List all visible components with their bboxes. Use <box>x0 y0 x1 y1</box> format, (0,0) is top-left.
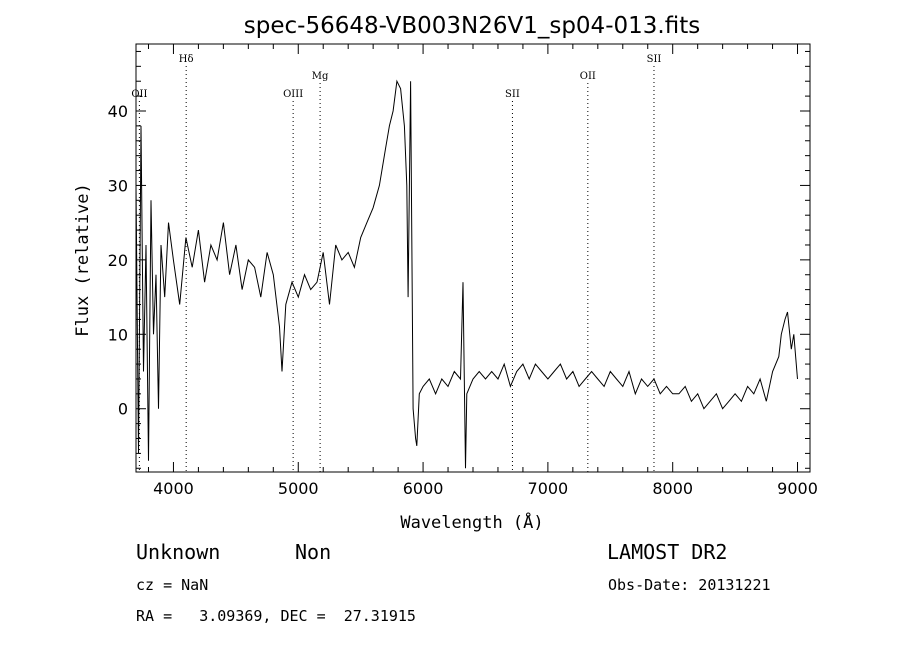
x-tick-label: 7000 <box>528 479 569 498</box>
x-tick-label: 9000 <box>777 479 818 498</box>
plot-area: 4000 5000 6000 7000 8000 9000010203040OIIHδOI… <box>108 43 818 498</box>
subclass-label: Non <box>295 540 331 564</box>
plot-frame <box>135 43 811 473</box>
x-tick-label: 4000 <box>153 479 194 498</box>
chart-title: spec-56648-VB003N26V1_sp04-013.fits <box>244 13 700 39</box>
x-tick-label: 5000 <box>278 479 319 498</box>
y-tick-label: 40 <box>108 102 128 121</box>
y-tick-label: 0 <box>118 400 128 419</box>
line-marker-label: Hδ <box>179 54 194 65</box>
line-marker-label: SII <box>505 89 520 100</box>
line-marker-label: OIII <box>283 89 303 100</box>
class-label: Unknown <box>136 540 220 564</box>
ra-dec-label: RA = 3.09369, DEC = 27.31915 <box>136 607 416 625</box>
y-tick-label: 30 <box>108 176 128 195</box>
y-tick-label: 20 <box>108 251 128 270</box>
y-tick-label: 10 <box>108 325 128 344</box>
line-marker-label: SII <box>647 54 662 65</box>
survey-label: LAMOST DR2 <box>607 540 727 564</box>
line-marker-label: OII <box>580 71 596 82</box>
line-marker-label: Mg <box>312 71 329 82</box>
x-tick-label: 6000 <box>403 479 444 498</box>
spectrum-line <box>135 79 798 469</box>
x-axis-label: Wavelength (Å) <box>400 511 543 533</box>
line-marker-label: OII <box>131 89 147 100</box>
y-axis-label: Flux (relative) <box>73 183 93 337</box>
cz-label: cz = NaN <box>136 576 208 594</box>
x-tick-label: 8000 <box>652 479 693 498</box>
obs-date-label: Obs-Date: 20131221 <box>608 576 771 594</box>
